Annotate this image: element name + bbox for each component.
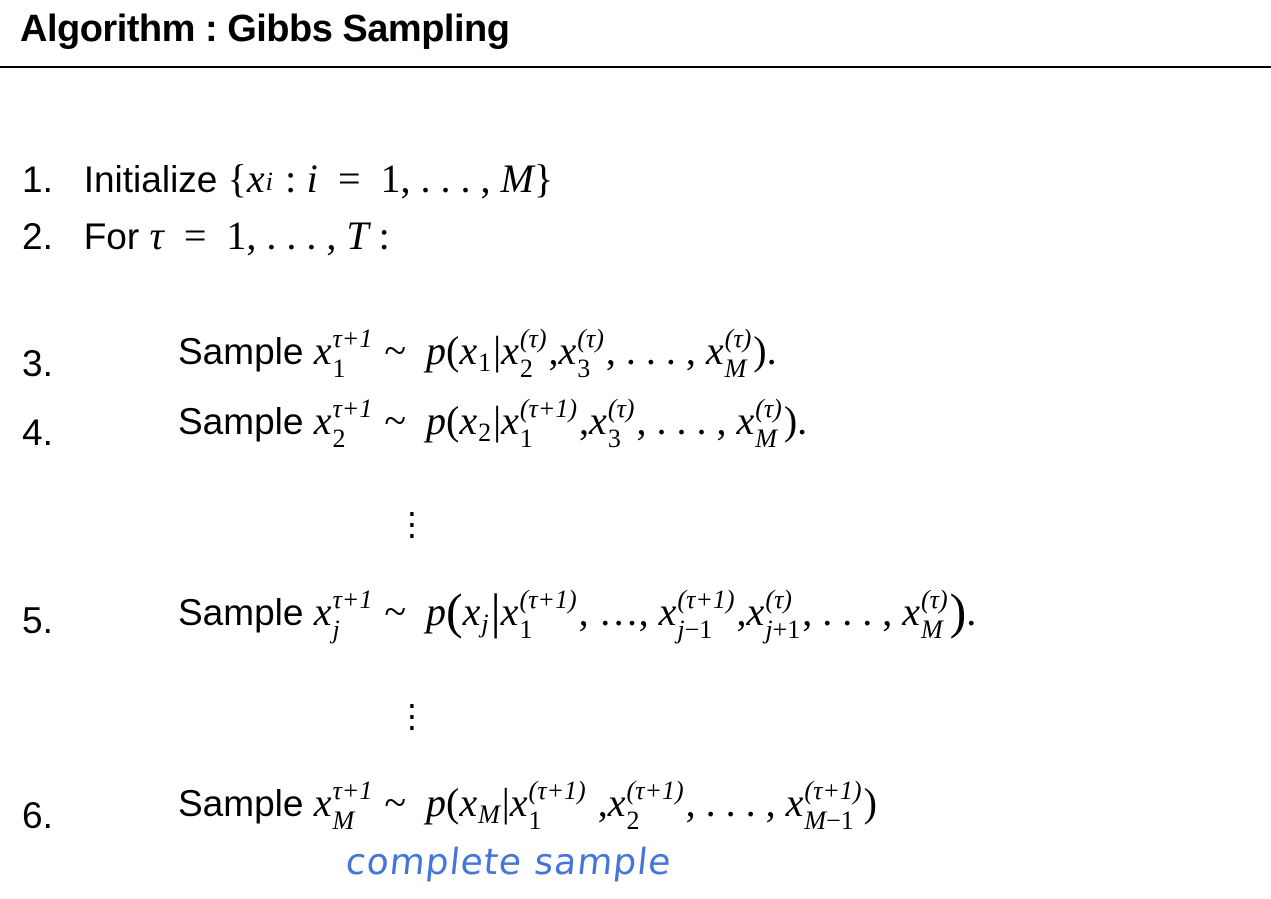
step-5-number: 5. (22, 600, 53, 641)
step-3: Sample x τ+1 1 ~ p(x 1 |x (τ) 2 ,x (τ) 3, . . . ,… (178, 326, 777, 382)
step-formula: {x i : i = 1, . . . , M} (227, 156, 554, 201)
step-keyword: Initialize (83, 159, 218, 200)
step-keyword: Sample (178, 330, 304, 372)
step-formula: x τ+1 1 ~ p(x 1 |x (τ) 2 ,x (τ) 3, . . . , x (τ) M)… (313, 324, 777, 383)
step-formula: x τ+1 2 ~ p(x 2 |x (τ+1) 1 ,x (τ) 3, . . . , x (τ)… (313, 394, 808, 453)
step-keyword: Sample (178, 592, 304, 633)
step-number: 2. (22, 216, 53, 257)
step-4-number: 4. (22, 412, 53, 453)
step-4: Sample x τ+1 2 ~ p(x 2 |x (τ+1) 1 ,x (τ) 3, . . .… (178, 396, 807, 452)
step-5: Sample x τ+1 j ~ p(x j |x (τ+1) 1, …, x (τ+1) j−… (178, 582, 976, 643)
vertical-ellipsis: ⋮ (396, 505, 428, 543)
step-6: Sample x τ+1 M ~ p(x M |x (τ+1) 1 ,x (τ+1) 2, . … (178, 778, 877, 834)
step-3-number: 3. (22, 343, 53, 384)
step-number: 1. (22, 159, 53, 200)
step-6-number: 6. (22, 795, 53, 836)
step-formula: x τ+1 j ~ p(x j |x (τ+1) 1, …, x (τ+1) j−1 ,x (τ) j… (313, 583, 977, 645)
title-underline (0, 66, 1271, 68)
vertical-ellipsis: ⋮ (396, 697, 428, 735)
step-2: 2. For τ = 1, . . . , T : (22, 212, 390, 259)
step-keyword: For (83, 216, 140, 257)
step-keyword: Sample (178, 782, 304, 824)
handwritten-annotation: complete sample (343, 842, 674, 883)
step-1: 1. Initialize {x i : i = 1, . . . , M} (22, 155, 553, 202)
step-formula: x τ+1 M ~ p(x M |x (τ+1) 1 ,x (τ+1) 2, . . . , x… (313, 776, 877, 835)
step-keyword: Sample (178, 400, 304, 442)
step-formula: τ = 1, . . . , T : (149, 213, 390, 258)
algorithm-title: Algorithm : Gibbs Sampling (20, 8, 510, 50)
